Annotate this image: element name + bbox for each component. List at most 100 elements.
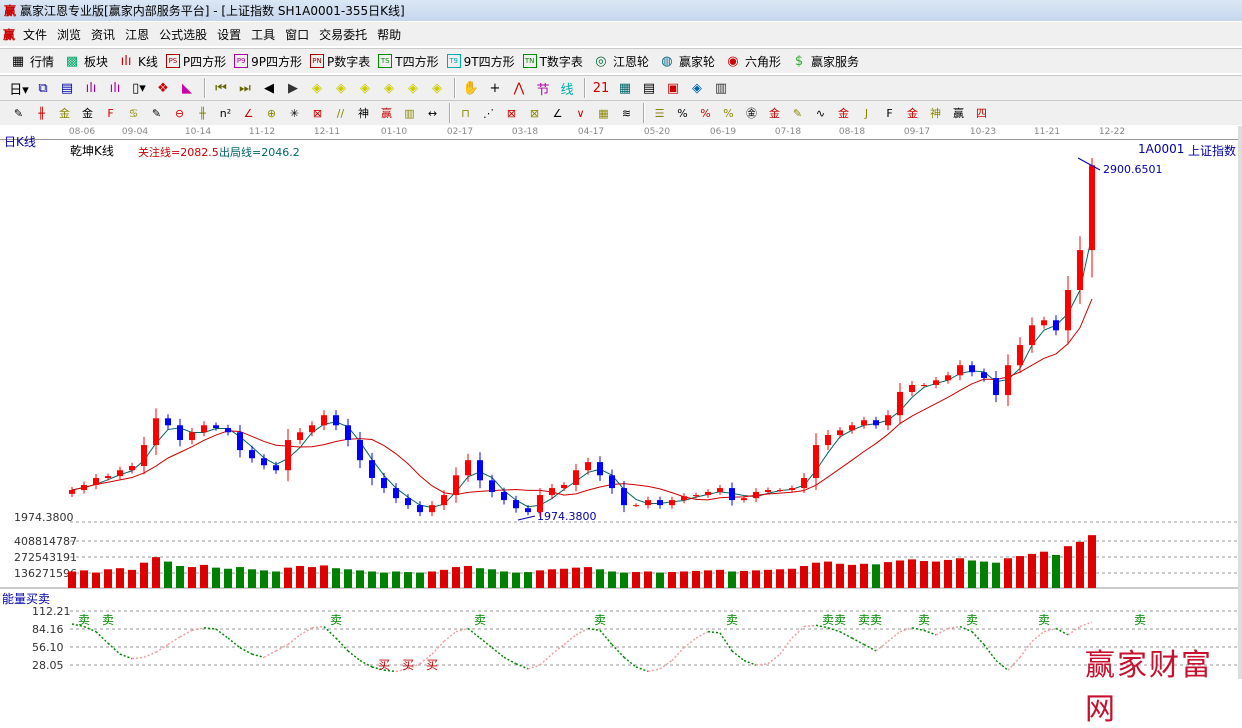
gold4-icon[interactable]: 金 bbox=[907, 107, 918, 120]
gold3-icon[interactable]: 金 bbox=[838, 107, 849, 120]
menu-item[interactable]: 工具 bbox=[251, 27, 276, 42]
toolbar-button[interactable]: $ 赢家服务 bbox=[789, 51, 859, 71]
calculator-icon[interactable]: ▦ bbox=[618, 80, 632, 96]
n2-icon[interactable]: n² bbox=[219, 106, 232, 120]
shen2-icon[interactable]: 神 bbox=[930, 107, 941, 120]
menu-item[interactable]: 浏览 bbox=[57, 27, 82, 42]
percent-fan-icon[interactable]: % bbox=[677, 106, 688, 120]
pen2-icon[interactable]: ✎ bbox=[151, 106, 162, 120]
toolbar-button[interactable]: PS P四方形 bbox=[165, 53, 226, 70]
toolbar-button[interactable]: TN T数字表 bbox=[522, 53, 583, 70]
menu-item[interactable]: 窗口 bbox=[285, 27, 310, 42]
v-icon[interactable]: ∨ bbox=[576, 106, 585, 120]
measure-icon[interactable]: ↔ bbox=[427, 106, 438, 120]
grid2-icon[interactable]: ▦ bbox=[598, 106, 609, 120]
volume-bar bbox=[884, 562, 892, 588]
toolbar-button[interactable]: ◎ 江恩轮 bbox=[591, 51, 649, 71]
angle-icon[interactable]: ∠ bbox=[243, 106, 254, 120]
multiline-icon[interactable]: ≋ bbox=[621, 106, 632, 120]
gold-circle-icon[interactable]: ㊎ bbox=[746, 107, 757, 120]
kline-chart[interactable] bbox=[0, 0, 1238, 679]
menu-item[interactable]: 交易委托 bbox=[319, 27, 368, 42]
period-day-dropdown[interactable]: 日▾ bbox=[9, 82, 29, 98]
j-icon[interactable]: J bbox=[864, 106, 869, 120]
candle-body bbox=[357, 440, 363, 461]
f2-icon[interactable]: F bbox=[886, 106, 893, 120]
toolbar-button[interactable]: ▩ 板块 bbox=[62, 51, 108, 71]
bars3-icon[interactable]: ılı bbox=[85, 80, 97, 96]
line-icon[interactable]: 线 bbox=[560, 82, 574, 98]
toolbar-button[interactable]: ılı K线 bbox=[116, 51, 158, 71]
gold-icon[interactable]: 金 bbox=[59, 107, 70, 120]
box-icon[interactable]: ⊠ bbox=[312, 106, 323, 120]
vertical-scrollbar[interactable] bbox=[1238, 126, 1242, 679]
gold2-icon[interactable]: 金 bbox=[82, 107, 93, 120]
save-icon[interactable]: ▣ bbox=[666, 80, 680, 96]
wave-icon[interactable]: ∿ bbox=[815, 106, 826, 120]
indicator-name-dropdown[interactable]: 乾坤K线 bbox=[70, 144, 114, 158]
percent-icon[interactable]: % bbox=[700, 106, 711, 120]
four-icon[interactable]: 四 bbox=[976, 107, 987, 120]
diamond-left-icon[interactable]: ◈ bbox=[312, 80, 322, 96]
diamond-h-icon[interactable]: ◈ bbox=[360, 80, 370, 96]
square-fan2-icon[interactable]: ⊠ bbox=[529, 106, 540, 120]
toolbar-button[interactable]: ◍ 赢家轮 bbox=[657, 51, 715, 71]
list-icon[interactable]: ☰ bbox=[654, 106, 665, 120]
menu-item[interactable]: 帮助 bbox=[377, 27, 402, 42]
toolbar-button[interactable]: P9 9P四方形 bbox=[234, 53, 302, 70]
toolbar-button[interactable]: PN P数字表 bbox=[310, 53, 370, 70]
menu-item[interactable]: 文件 bbox=[23, 27, 48, 42]
diamond-x-icon[interactable]: ◈ bbox=[384, 80, 394, 96]
f-icon[interactable]: F bbox=[107, 106, 114, 120]
parallel-icon[interactable]: ╫ bbox=[38, 106, 45, 120]
flag-icon[interactable]: ◣ bbox=[182, 80, 192, 96]
lines-icon[interactable]: // bbox=[336, 106, 345, 120]
volume-bar bbox=[836, 563, 844, 588]
node-icon[interactable]: 节 bbox=[536, 82, 550, 98]
angle2-icon[interactable]: ∠ bbox=[552, 106, 563, 120]
star-icon[interactable]: ✳ bbox=[289, 106, 300, 120]
frame-icon[interactable]: ⊓ bbox=[461, 106, 470, 120]
left-icon[interactable]: ◀ bbox=[264, 80, 274, 96]
hand-icon[interactable]: ✋ bbox=[462, 80, 480, 96]
target-icon[interactable]: ⊕ bbox=[266, 106, 277, 120]
menu-item[interactable]: 设置 bbox=[217, 27, 242, 42]
diamond-all-icon[interactable]: ◈ bbox=[408, 80, 418, 96]
last-icon[interactable]: ⏭ bbox=[239, 80, 251, 96]
first-icon[interactable]: ⏮ bbox=[215, 80, 227, 96]
pen3-icon[interactable]: ✎ bbox=[792, 106, 803, 120]
grid-icon[interactable]: ╫ bbox=[199, 106, 206, 120]
toolbar-button[interactable]: ◉ 六角形 bbox=[723, 51, 781, 71]
diamond-right-icon[interactable]: ◈ bbox=[336, 80, 346, 96]
report-icon[interactable]: ▤ bbox=[642, 80, 656, 96]
fan-icon[interactable]: ⋰ bbox=[483, 106, 494, 120]
shen-icon[interactable]: 神 bbox=[358, 107, 369, 120]
toolbar-button[interactable]: T9 9T四方形 bbox=[446, 53, 515, 70]
ying2-icon[interactable]: 赢 bbox=[953, 107, 964, 120]
zigzag-icon[interactable]: ⋀ bbox=[513, 80, 525, 96]
notepad-icon[interactable]: ▤ bbox=[60, 80, 74, 96]
calendar-icon[interactable]: 21 bbox=[592, 80, 610, 96]
window-icon[interactable]: ⧉ bbox=[38, 80, 48, 96]
right-icon[interactable]: ▶ bbox=[288, 80, 298, 96]
print-icon[interactable]: ▥ bbox=[714, 80, 728, 96]
toolbar-button[interactable]: ▦ 行情 bbox=[8, 51, 54, 71]
diamond-v-icon[interactable]: ◈ bbox=[432, 80, 442, 96]
ruler-icon[interactable]: ▥ bbox=[404, 106, 415, 120]
menu-item[interactable]: 江恩 bbox=[125, 27, 150, 42]
pattern-icon[interactable]: ❖ bbox=[157, 80, 169, 96]
circle-icon[interactable]: ⊖ bbox=[174, 106, 185, 120]
network-icon[interactable]: ◈ bbox=[692, 80, 702, 96]
pen-icon[interactable]: ✎ bbox=[13, 106, 24, 120]
candle-dropdown[interactable]: ▯▾ bbox=[132, 80, 146, 96]
square-fan-icon[interactable]: ⊠ bbox=[506, 106, 517, 120]
spiral-icon[interactable]: ♋ bbox=[128, 106, 139, 120]
bars9-icon[interactable]: ılı bbox=[109, 80, 121, 96]
crosshair-icon[interactable]: + bbox=[489, 80, 501, 96]
menu-item[interactable]: 资讯 bbox=[91, 27, 116, 42]
menu-item[interactable]: 公式选股 bbox=[159, 27, 208, 42]
ying-icon[interactable]: 赢 bbox=[381, 107, 392, 120]
gold-lines-icon[interactable]: 金 bbox=[769, 107, 780, 120]
toolbar-button[interactable]: TS T四方形 bbox=[378, 53, 439, 70]
percent-lines-icon[interactable]: % bbox=[723, 106, 734, 120]
